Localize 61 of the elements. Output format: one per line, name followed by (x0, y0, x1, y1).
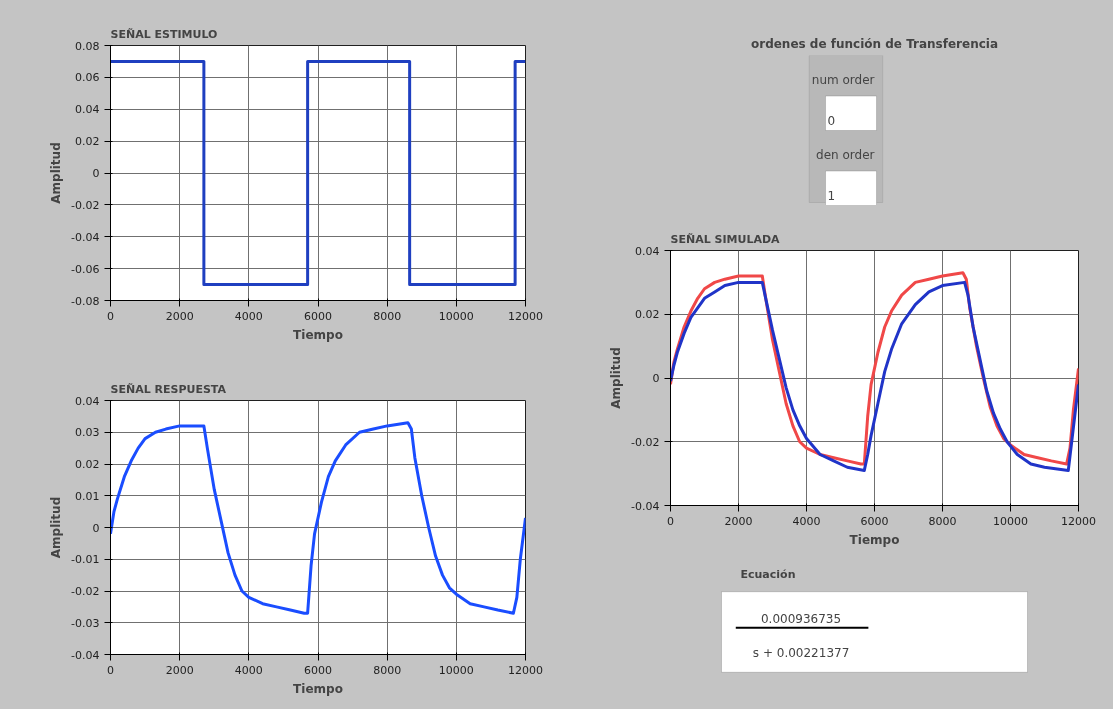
x-tick-label: 2000 (724, 514, 753, 528)
x-tick-label: 12000 (508, 663, 543, 677)
y-tick-label: -0.03 (71, 616, 100, 630)
y-tick-label: 0.02 (75, 458, 100, 471)
chart-title: SEÑAL RESPUESTA (110, 382, 227, 396)
x-axis-title: Tiempo (293, 681, 343, 696)
y-axis-title: Amplitud (609, 347, 624, 409)
y-axis-title: Amplitud (49, 496, 64, 559)
y-tick-label: -0.02 (71, 198, 100, 212)
x-tick-label: 0 (667, 514, 674, 528)
y-tick-label: -0.08 (71, 294, 100, 308)
chart-title: SEÑAL ESTIMULO (110, 27, 218, 41)
line-series (110, 421, 526, 615)
x-tick-label: 8000 (373, 309, 402, 323)
y-axis-title: Amplitud (49, 142, 64, 204)
chart-title: SEÑAL SIMULADA (670, 232, 781, 246)
x-tick-label: 6000 (860, 514, 889, 528)
text: 0.000936735 (760, 611, 842, 626)
x-axis-title: Tiempo (849, 532, 900, 547)
x-tick-label: 0 (107, 309, 114, 323)
text: s + 0.00221377 (752, 645, 850, 660)
y-tick-label: -0.06 (71, 262, 100, 276)
y-tick-label: 0.04 (635, 244, 660, 258)
y-tick-label: -0.04 (631, 499, 660, 513)
y-tick-label: 0.01 (75, 489, 100, 503)
x-tick-label: 0 (107, 663, 114, 677)
y-tick-label: -0.04 (71, 230, 100, 244)
text: 1 (827, 188, 836, 203)
y-tick-label: 0 (92, 167, 100, 180)
x-tick-label: 6000 (304, 663, 332, 677)
y-tick-label: -0.02 (631, 435, 660, 449)
x-tick-label: 4000 (234, 309, 263, 323)
x-tick-label: 6000 (304, 309, 332, 323)
y-tick-label: 0.04 (75, 103, 100, 117)
x-tick-label: 12000 (508, 309, 543, 323)
x-tick-label: 12000 (1061, 514, 1096, 528)
text: 0 (827, 113, 836, 128)
y-tick-label: 0.02 (635, 308, 660, 322)
x-tick-label: 2000 (165, 309, 194, 323)
x-tick-label: 10000 (438, 309, 474, 323)
y-tick-label: 0.08 (75, 39, 100, 53)
y-tick-label: -0.04 (71, 648, 100, 662)
x-axis-title: Tiempo (293, 327, 343, 342)
y-tick-label: 0 (652, 372, 660, 385)
x-tick-label: 8000 (928, 514, 957, 528)
text: Ecuación (740, 567, 796, 581)
y-tick-label: 0.02 (75, 135, 100, 149)
text: den order (816, 148, 875, 162)
text: ordenes de función de Transferencia (750, 36, 999, 51)
y-tick-label: 0.06 (75, 71, 100, 85)
x-tick-label: 4000 (792, 514, 821, 528)
x-tick-label: 10000 (993, 514, 1028, 528)
x-tick-label: 10000 (438, 663, 474, 677)
y-tick-label: 0.04 (75, 394, 100, 408)
text: num order (811, 73, 875, 87)
x-tick-label: 4000 (234, 663, 263, 677)
x-tick-label: 8000 (373, 663, 402, 677)
y-tick-label: -0.01 (71, 553, 100, 567)
x-tick-label: 2000 (165, 663, 194, 677)
y-tick-label: 0.03 (75, 426, 100, 440)
y-tick-label: -0.02 (71, 585, 100, 598)
